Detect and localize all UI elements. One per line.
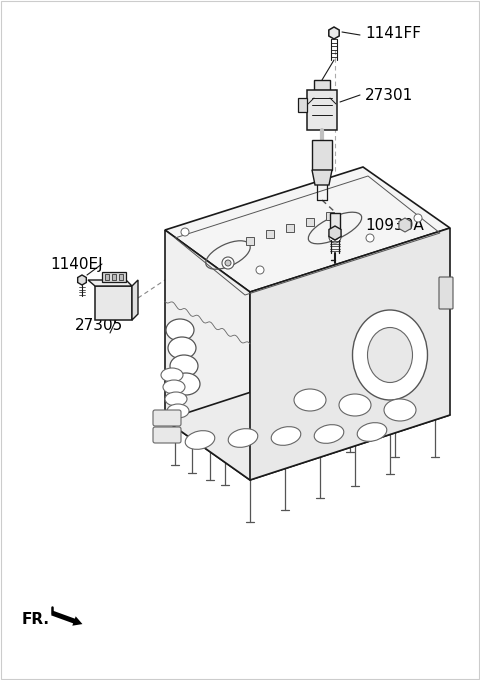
Ellipse shape bbox=[165, 392, 187, 406]
Ellipse shape bbox=[161, 368, 183, 382]
Ellipse shape bbox=[357, 423, 387, 441]
Polygon shape bbox=[165, 230, 250, 480]
FancyBboxPatch shape bbox=[298, 98, 307, 112]
Bar bbox=[326, 212, 334, 220]
Ellipse shape bbox=[170, 355, 198, 377]
FancyArrow shape bbox=[51, 611, 83, 626]
Polygon shape bbox=[95, 286, 132, 320]
Circle shape bbox=[332, 234, 338, 240]
Polygon shape bbox=[88, 280, 132, 286]
Polygon shape bbox=[132, 280, 138, 320]
FancyBboxPatch shape bbox=[312, 140, 332, 170]
Ellipse shape bbox=[352, 310, 428, 400]
Bar bbox=[266, 230, 274, 238]
Circle shape bbox=[225, 260, 231, 266]
Text: 27301: 27301 bbox=[365, 88, 413, 103]
Circle shape bbox=[329, 231, 341, 243]
Bar bbox=[119, 274, 123, 280]
Ellipse shape bbox=[339, 394, 371, 416]
Ellipse shape bbox=[172, 373, 200, 395]
Circle shape bbox=[222, 257, 234, 269]
Polygon shape bbox=[165, 355, 450, 480]
Ellipse shape bbox=[368, 328, 412, 382]
Bar bbox=[112, 274, 116, 280]
Ellipse shape bbox=[167, 404, 189, 418]
FancyBboxPatch shape bbox=[314, 80, 330, 90]
Circle shape bbox=[414, 214, 422, 222]
Bar bbox=[306, 218, 314, 226]
FancyBboxPatch shape bbox=[439, 277, 453, 309]
Ellipse shape bbox=[228, 428, 258, 447]
Polygon shape bbox=[250, 228, 450, 480]
Text: 1141FF: 1141FF bbox=[365, 25, 421, 41]
Ellipse shape bbox=[168, 337, 196, 359]
Polygon shape bbox=[312, 170, 332, 185]
Text: 27305: 27305 bbox=[75, 318, 123, 333]
Bar bbox=[246, 237, 254, 245]
Ellipse shape bbox=[271, 426, 301, 445]
Circle shape bbox=[256, 266, 264, 274]
FancyBboxPatch shape bbox=[330, 213, 340, 229]
FancyBboxPatch shape bbox=[153, 427, 181, 443]
Bar bbox=[105, 274, 109, 280]
Circle shape bbox=[181, 228, 189, 236]
Ellipse shape bbox=[166, 319, 194, 341]
Text: FR.: FR. bbox=[22, 613, 50, 628]
FancyBboxPatch shape bbox=[153, 410, 181, 426]
FancyBboxPatch shape bbox=[102, 272, 126, 282]
Ellipse shape bbox=[314, 425, 344, 443]
Text: 1140EJ: 1140EJ bbox=[50, 258, 103, 273]
Ellipse shape bbox=[294, 389, 326, 411]
Ellipse shape bbox=[185, 430, 215, 449]
Polygon shape bbox=[165, 167, 450, 292]
Ellipse shape bbox=[163, 380, 185, 394]
Text: 10930A: 10930A bbox=[365, 218, 424, 233]
FancyBboxPatch shape bbox=[307, 90, 337, 130]
Circle shape bbox=[366, 234, 374, 242]
Ellipse shape bbox=[384, 399, 416, 421]
Bar bbox=[286, 224, 294, 232]
